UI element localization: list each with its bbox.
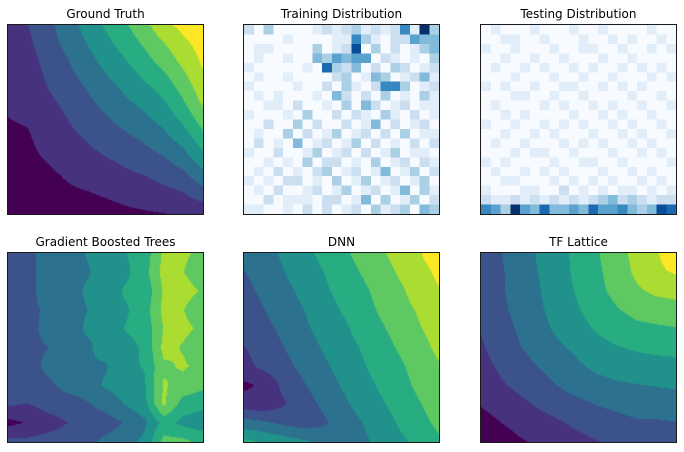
subplot-testing-distribution: Testing Distribution: [480, 4, 677, 215]
subplot-title-testing-distribution: Testing Distribution: [520, 7, 637, 21]
contour-canvas-tf-lattice: [481, 253, 676, 442]
subplot-dnn: DNN: [243, 232, 440, 443]
subplot-gradient-boosted-trees: Gradient Boosted Trees: [7, 232, 204, 443]
plot-area-gradient-boosted-trees: [7, 252, 204, 443]
contour-canvas-dnn: [244, 253, 439, 442]
plot-area-training-distribution: [243, 24, 440, 215]
heatmap-canvas-training-distribution: [244, 25, 439, 214]
subplot-training-distribution: Training Distribution: [243, 4, 440, 215]
subplot-tf-lattice: TF Lattice: [480, 232, 677, 443]
plot-area-ground-truth: [7, 24, 204, 215]
subplot-title-ground-truth: Ground Truth: [66, 7, 145, 21]
subplot-title-gradient-boosted-trees: Gradient Boosted Trees: [35, 235, 176, 249]
subplot-title-tf-lattice: TF Lattice: [549, 235, 608, 249]
subplot-ground-truth: Ground Truth: [7, 4, 204, 215]
plot-area-tf-lattice: [480, 252, 677, 443]
heatmap-canvas-testing-distribution: [481, 25, 676, 214]
subplot-title-dnn: DNN: [327, 235, 356, 249]
contour-canvas-ground-truth: [8, 25, 203, 214]
plot-area-dnn: [243, 252, 440, 443]
contour-canvas-gradient-boosted-trees: [8, 253, 203, 442]
subplot-title-training-distribution: Training Distribution: [280, 7, 403, 21]
plot-area-testing-distribution: [480, 24, 677, 215]
